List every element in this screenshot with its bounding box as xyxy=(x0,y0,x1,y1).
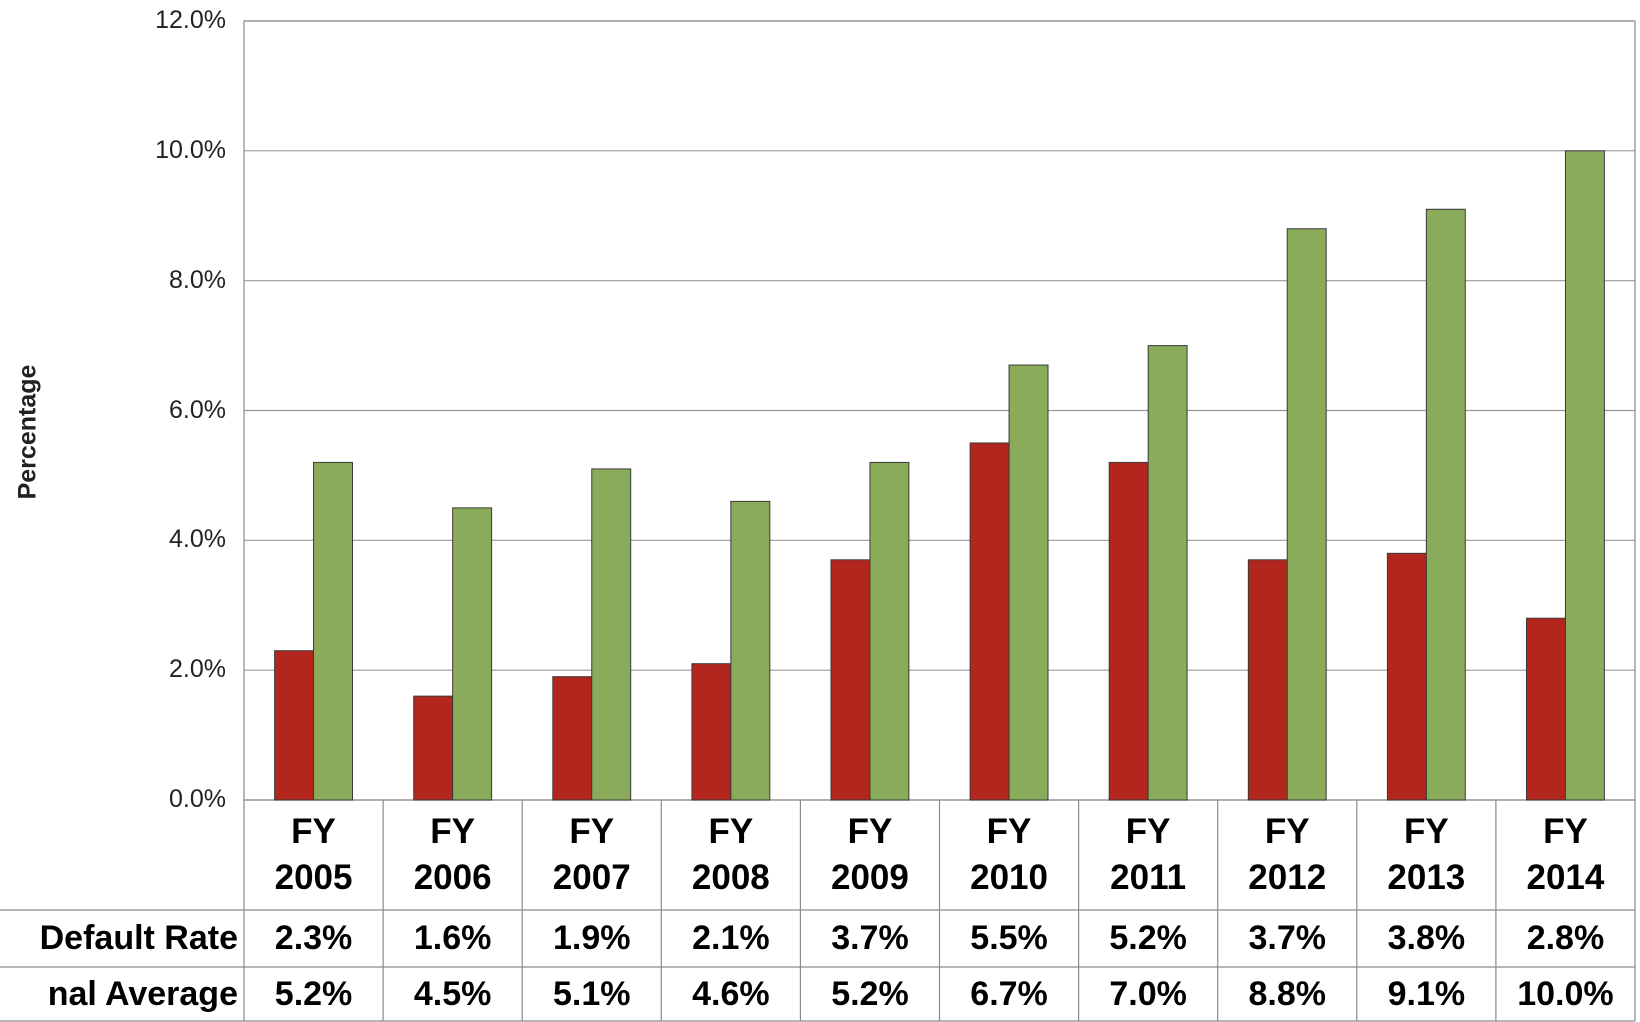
x-tick-label: FY 2010 xyxy=(970,812,1048,897)
bar xyxy=(1008,364,1049,801)
table-value: 3.7% xyxy=(831,919,909,957)
bar xyxy=(1247,559,1288,801)
table-value: 5.1% xyxy=(552,974,631,1013)
table-value: 2.8% xyxy=(1526,919,1605,957)
x-tick-label: FY 2005 xyxy=(274,812,353,897)
x-tick-label: FY 2008 xyxy=(691,812,770,897)
table-value: 1.6% xyxy=(413,919,492,957)
bar xyxy=(1386,552,1427,801)
table-value: 4.6% xyxy=(692,974,770,1013)
bar xyxy=(1108,461,1149,801)
legend-label: Default Rate xyxy=(39,919,238,957)
x-tick-label: FY 2007 xyxy=(552,812,631,897)
table-value: 5.2% xyxy=(831,974,909,1013)
table-value: 4.5% xyxy=(413,974,492,1013)
table-value: 1.9% xyxy=(552,919,631,957)
table-value: 5.2% xyxy=(274,974,353,1013)
y-tick-label: 8.0% xyxy=(169,265,226,294)
x-tick-label: FY 2012 xyxy=(1248,812,1327,897)
bar xyxy=(730,500,771,801)
table-value: 8.8% xyxy=(1248,974,1326,1013)
y-tick-label: 0.0% xyxy=(169,785,226,813)
y-tick-label: 2.0% xyxy=(169,655,226,684)
table-value: 3.7% xyxy=(1248,919,1326,957)
table-value: 6.7% xyxy=(970,974,1048,1013)
table-value: 5.5% xyxy=(970,919,1048,957)
bar xyxy=(313,461,353,801)
table-value: 2.1% xyxy=(692,919,770,957)
bar xyxy=(869,461,910,801)
bar xyxy=(1425,208,1466,801)
bar xyxy=(452,507,493,801)
bar xyxy=(1526,617,1566,801)
bar xyxy=(413,695,454,801)
y-tick-label: 4.0% xyxy=(169,525,226,554)
x-tick-label: FY 2006 xyxy=(413,812,492,897)
table-value: 10.0% xyxy=(1517,974,1614,1013)
x-tick-label: FY 2009 xyxy=(831,812,909,897)
bar xyxy=(552,676,593,801)
bar xyxy=(591,468,632,801)
y-tick-label: 6.0% xyxy=(169,395,226,424)
bar xyxy=(969,442,1010,801)
bar xyxy=(274,650,315,801)
bar xyxy=(830,559,871,801)
table-value: 2.3% xyxy=(274,919,353,957)
x-tick-label: FY 2011 xyxy=(1110,812,1187,897)
y-tick-label: 10.0% xyxy=(155,135,226,164)
bar xyxy=(1147,345,1188,801)
table-value: 5.2% xyxy=(1109,919,1187,957)
table-value: 9.1% xyxy=(1387,974,1466,1013)
x-tick-label: FY 2013 xyxy=(1387,812,1466,897)
table-value: 7.0% xyxy=(1109,974,1187,1013)
bar xyxy=(1286,228,1327,801)
y-axis-label: Percentage xyxy=(13,364,42,500)
legend-label: nal Average xyxy=(47,974,238,1013)
table-value: 3.8% xyxy=(1387,919,1466,957)
y-tick-label: 12.0% xyxy=(155,6,226,34)
x-tick-label: FY 2014 xyxy=(1526,812,1605,897)
bar xyxy=(691,663,732,801)
bar xyxy=(1564,150,1605,801)
